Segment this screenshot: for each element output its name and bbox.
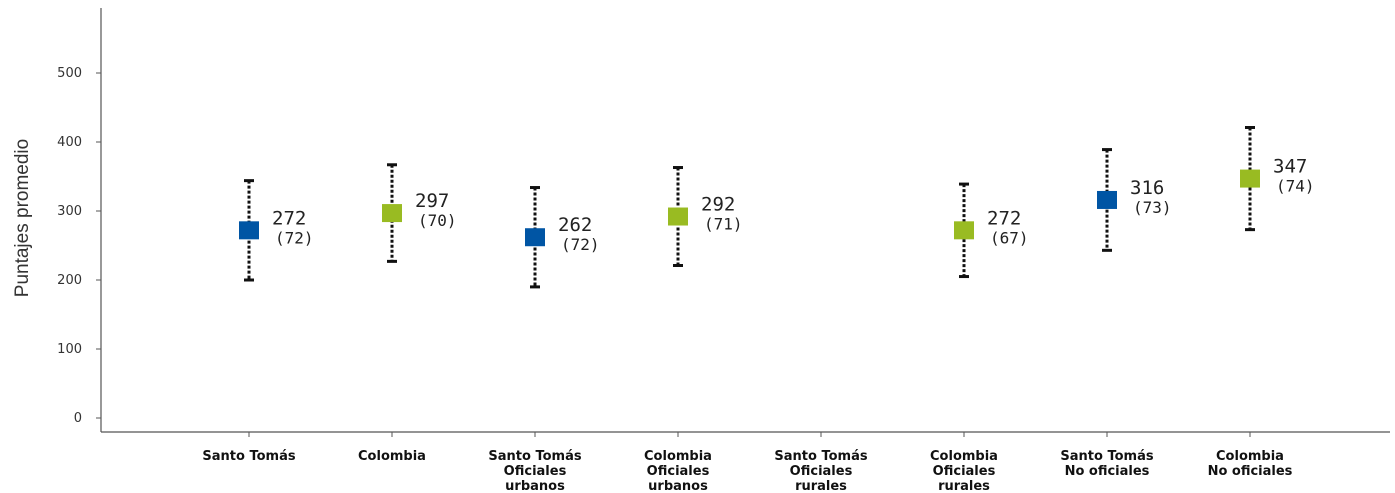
data-point-group: 272(72) (239, 179, 314, 282)
sd-value-label: (72) (275, 228, 314, 247)
category-label: Colombia Oficiales urbanos (644, 449, 712, 493)
category-label: Colombia (358, 449, 426, 464)
mean-marker (382, 204, 402, 223)
y-tick-label: 200 (57, 273, 82, 288)
mean-value-label: 347 (1273, 156, 1307, 178)
data-point-group: 347(74) (1240, 126, 1315, 232)
category-label: Colombia No oficiales (1208, 449, 1293, 479)
y-tick-label: 100 (57, 342, 82, 357)
sd-value-label: (70) (418, 211, 457, 230)
y-tick-label: 0 (74, 411, 82, 426)
sd-value-label: (73) (1133, 198, 1172, 217)
mean-value-label: 297 (415, 190, 449, 212)
y-axis-label: Puntajes promedio (12, 139, 33, 297)
mean-marker (239, 221, 259, 240)
category-label: Santo Tomás (202, 449, 295, 464)
sd-value-label: (71) (704, 215, 743, 234)
category-label: Colombia Oficiales rurales (930, 449, 998, 493)
mean-marker (525, 228, 545, 247)
data-point-group: 316(73) (1097, 148, 1172, 252)
mean-value-label: 292 (701, 194, 735, 216)
data-point-group: 272(67) (954, 182, 1029, 279)
category-label: Santo Tomás Oficiales rurales (774, 449, 867, 493)
data-point-group: 262(72) (525, 186, 600, 289)
y-ticks: 0 100 200 300 400 500 (57, 66, 101, 426)
data-marks: 272(72)297(70) 262(72)292(71) 272(67)316(7… (239, 126, 1315, 289)
category-label: Santo Tomás No oficiales (1060, 449, 1153, 479)
sd-value-label: (72) (561, 235, 600, 254)
mean-value-label: 316 (1130, 177, 1164, 199)
y-tick-label: 300 (57, 204, 82, 219)
sd-value-label: (67) (990, 228, 1029, 247)
y-tick-label: 400 (57, 135, 82, 150)
data-point-group: 292(71) (668, 166, 743, 268)
mean-value-label: 272 (272, 207, 306, 229)
mean-value-label: 262 (558, 214, 592, 236)
y-tick-label: 500 (57, 66, 82, 81)
mean-value-label: 272 (987, 207, 1021, 229)
data-point-group: 297(70) (382, 163, 457, 263)
category-label: Santo Tomás Oficiales urbanos (488, 449, 581, 493)
chart-axes: Puntajes promedio (12, 8, 1390, 433)
mean-marker (1240, 169, 1260, 188)
mean-marker (668, 207, 688, 226)
mean-marker (1097, 190, 1117, 209)
x-category-labels: Santo Tomás Colombia Santo Tomás Oficiales u… (202, 432, 1293, 493)
sd-value-label: (74) (1276, 177, 1315, 196)
mean-marker (954, 221, 974, 240)
